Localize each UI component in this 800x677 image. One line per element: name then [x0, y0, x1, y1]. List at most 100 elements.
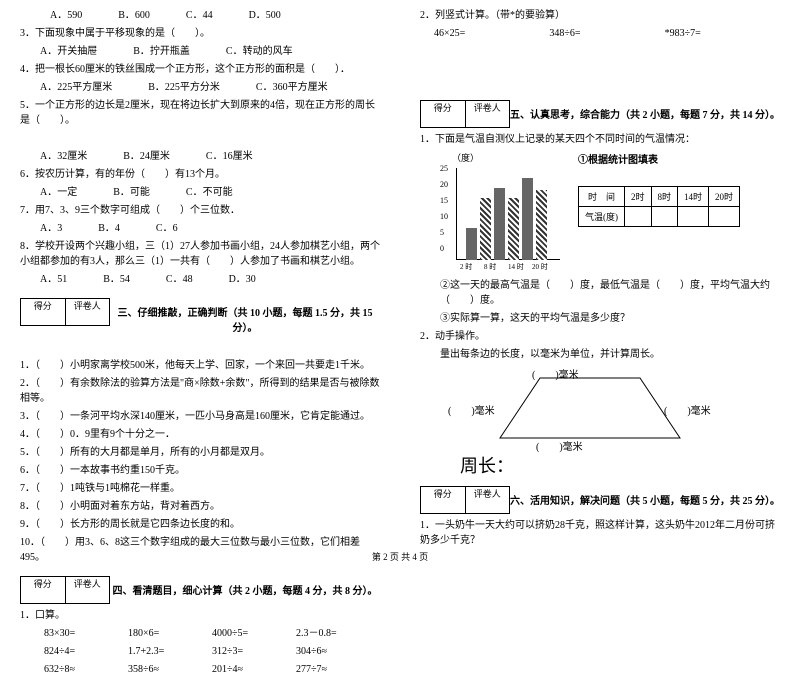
opt-b: B．225平方分米 [148, 80, 220, 95]
ytick: 15 [440, 196, 448, 205]
q6: 6．按农历计算，有的年份（ ）有13个月。 [20, 167, 380, 182]
table-row: 气温(度) [579, 207, 740, 227]
opt-b: B．600 [118, 8, 150, 23]
q8-options: A．51 B．54 C．48 D．30 [20, 272, 380, 287]
rq2: 2．列竖式计算。（带*的要验算） [420, 8, 780, 23]
calc: 1.7+2.3= [128, 644, 212, 659]
j6: 6．（ ）一本故事书约重150千克。 [20, 463, 380, 478]
y-axis [456, 168, 457, 260]
p1c: ③实际算一算，这天的平均气温是多少度？ [420, 311, 780, 326]
q6-options: A．一定 B．可能 C．不可能 [20, 185, 380, 200]
td [625, 207, 652, 227]
section4-header: 得分 评卷人 四、看清题目，细心计算（共 2 小题，每题 4 分，共 8 分）。 [20, 568, 380, 608]
bar [466, 228, 477, 260]
lbl-left: ( )毫米 [448, 402, 495, 417]
opt-c: C．转动的风车 [226, 44, 293, 59]
trapezoid-figure: ( )毫米 ( )毫米 ( )毫米 ( )毫米 [460, 368, 720, 448]
temp-table: 时 间 2时 8时 14时 20时 气温(度) [578, 186, 740, 227]
opt-c: C．16厘米 [206, 149, 253, 164]
score-label: 得分 [21, 299, 66, 325]
j3: 3．（ ）一条河平均水深140厘米，一匹小马身高是160厘米，它肯定能通过。 [20, 409, 380, 424]
calc: 46×25= [434, 26, 549, 41]
opt-a: A．一定 [40, 185, 77, 200]
opt-c: C．不可能 [186, 185, 233, 200]
section3-title: 三、仔细推敲，正确判断（共 10 小题，每题 1.5 分，共 15 分）。 [110, 304, 380, 334]
calc-row-2: 824÷4= 1.7+2.3= 312÷3= 304÷6≈ [20, 644, 380, 659]
j9: 9．（ ）长方形的周长就是它四条边长度的和。 [20, 517, 380, 532]
xtick: 2 时 [460, 262, 472, 272]
opt-a: A．开关抽屉 [40, 44, 97, 59]
calc-row-1: 83×30= 180×6= 4000÷5= 2.3－0.8= [20, 626, 380, 641]
opt-b: B．4 [98, 221, 120, 236]
q3-options: A．开关抽屉 B．拧开瓶盖 C．转动的风车 [20, 44, 380, 59]
spacer [20, 131, 380, 146]
j5: 5．（ ）所有的大月都是单月，所有的小月都是双月。 [20, 445, 380, 460]
q7: 7．用7、3、9三个数字可组成（ ）个三位数． [20, 203, 380, 218]
q6-1: 1．一头奶牛一天大约可以挤奶28千克，照这样计算，这头奶牛2012年二月份可挤奶… [420, 518, 780, 548]
spacer [20, 340, 380, 355]
grader-label: 评卷人 [66, 299, 110, 325]
bar [536, 190, 547, 260]
ytick: 20 [440, 180, 448, 189]
opt-a: A．225平方厘米 [40, 80, 112, 95]
calc: 83×30= [44, 626, 128, 641]
y-axis-label: （度） [452, 151, 578, 164]
td-temp: 气温(度) [579, 207, 625, 227]
opt-d: D．30 [229, 272, 256, 287]
calc: 304÷6≈ [296, 644, 380, 659]
calc-row-3: 632÷8≈ 358÷6≈ 201÷4≈ 277÷7≈ [20, 662, 380, 677]
perimeter-label: 周长： [460, 452, 780, 478]
j8: 8．（ ）小明面对着东方站，背对着西方。 [20, 499, 380, 514]
section3-header: 得分 评卷人 三、仔细推敲，正确判断（共 10 小题，每题 1.5 分，共 15… [20, 290, 380, 340]
q5: 5．一个正方形的边长是2厘米，现在将边长扩大到原来的4倍，现在正方形的周长是（ … [20, 98, 380, 128]
opt-c: C．44 [186, 8, 213, 23]
calc: 358÷6≈ [128, 662, 212, 677]
opt-a: A．3 [40, 221, 62, 236]
q2-options: A．590 B．600 C．44 D．500 [20, 8, 380, 23]
calc1-label: 1．口算。 [20, 608, 380, 623]
j2: 2．（ ）有余数除法的验算方法是"商×除数+余数"，所得到的结果是否与被除数相等… [20, 376, 380, 406]
grader-label: 评卷人 [466, 487, 510, 513]
ytick: 10 [440, 212, 448, 221]
calc: *983÷7= [665, 26, 780, 41]
lbl-bot: ( )毫米 [536, 438, 583, 453]
chart-right: ①根据统计图填表 时 间 2时 8时 14时 20时 气温(度) [578, 151, 740, 227]
th: 20时 [709, 187, 740, 207]
score-label: 得分 [21, 577, 66, 603]
bar [480, 198, 491, 260]
score-box: 得分 评卷人 [420, 486, 510, 514]
p1: 1．下面是气温自测仪上记录的某天四个不同时间的气温情况： [420, 132, 780, 147]
calc: 180×6= [128, 626, 212, 641]
th: 8时 [651, 187, 678, 207]
ytick: 25 [440, 164, 448, 173]
right-column: 2．列竖式计算。（带*的要验算） 46×25= 348÷6= *983÷7= 得… [400, 0, 800, 545]
grader-label: 评卷人 [466, 101, 510, 127]
table-row: 时 间 2时 8时 14时 20时 [579, 187, 740, 207]
bar [494, 188, 505, 260]
score-box: 得分 评卷人 [20, 298, 110, 326]
lbl-top: ( )毫米 [532, 366, 579, 381]
j1: 1．（ ）小明家离学校500米，他每天上学、回家，一个来回一共要走1千米。 [20, 358, 380, 373]
p2: 2．动手操作。 [420, 329, 780, 344]
opt-b: B．拧开瓶盖 [133, 44, 190, 59]
calc: 2.3－0.8= [296, 626, 380, 641]
bar [508, 198, 519, 260]
q4-options: A．225平方厘米 B．225平方分米 C．360平方厘米 [20, 80, 380, 95]
section4-title: 四、看清题目，细心计算（共 2 小题，每题 4 分，共 8 分）。 [110, 582, 380, 597]
section6-title: 六、活用知识，解决问题（共 5 小题，每题 5 分，共 25 分）。 [510, 492, 780, 507]
score-label: 得分 [421, 101, 466, 127]
q4: 4．把一根长60厘米的铁丝围成一个正方形，这个正方形的面积是（ ）． [20, 62, 380, 77]
bar [522, 178, 533, 260]
p2a: 量出每条边的长度，以毫米为单位，并计算周长。 [420, 347, 780, 362]
chart-title: ①根据统计图填表 [578, 151, 740, 166]
ytick: 5 [440, 228, 444, 237]
opt-d: D．500 [249, 8, 281, 23]
score-box: 得分 评卷人 [20, 576, 110, 604]
opt-c: C．48 [166, 272, 193, 287]
opt-a: A．51 [40, 272, 67, 287]
page-footer: 第 2 页 共 4 页 [0, 550, 800, 563]
calc: 632÷8≈ [44, 662, 128, 677]
q3: 3．下面现象中属于平移现象的是（ ）。 [20, 26, 380, 41]
td [709, 207, 740, 227]
j4: 4．（ ）0．9里有9个十分之一． [20, 427, 380, 442]
